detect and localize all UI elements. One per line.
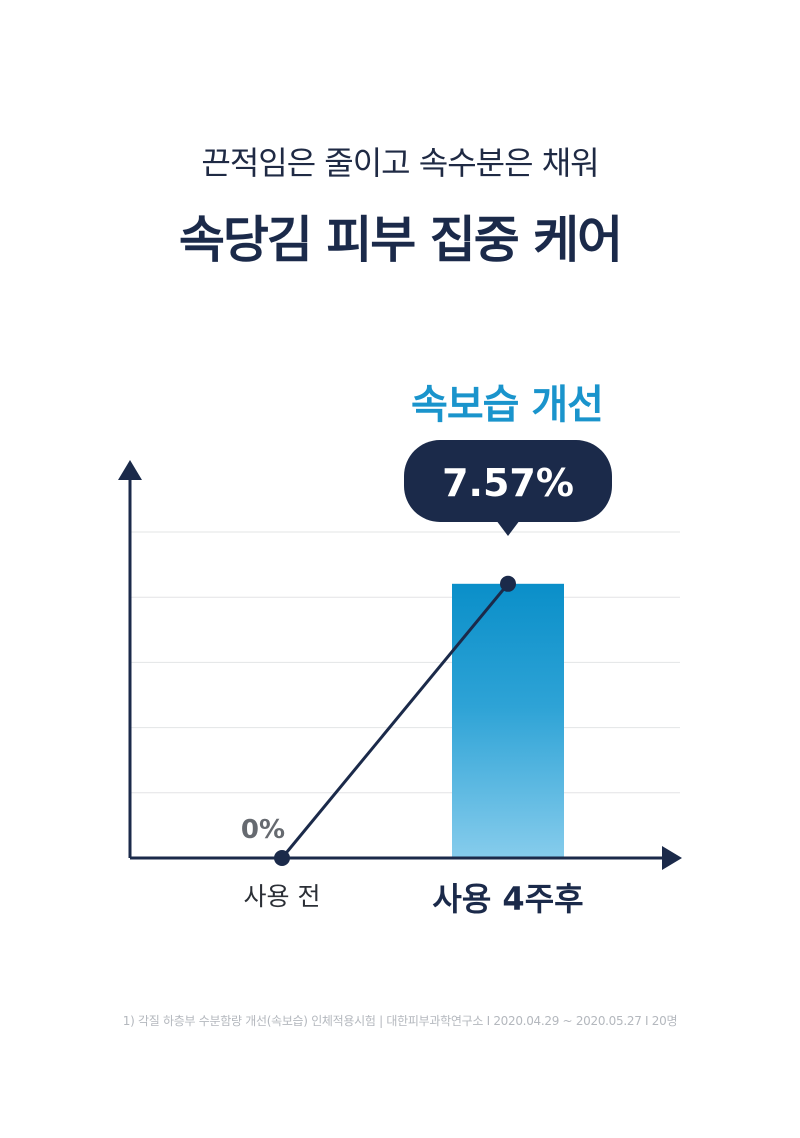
data-point-1	[274, 850, 290, 866]
page-subtitle: 끈적임은 줄이고 속수분은 채워	[201, 144, 599, 182]
series-line	[280, 582, 510, 859]
x-axis-arrow-icon	[662, 846, 682, 870]
x-tick-label: 사용 전	[244, 882, 321, 911]
y-axis-arrow-icon	[118, 460, 142, 480]
data-label: 7.57%	[442, 461, 574, 505]
x-tick-label: 사용 4주후	[432, 880, 583, 918]
data-label: 0%	[241, 815, 285, 845]
callout-bubble	[404, 440, 612, 522]
footnote: 1) 각질 하층부 수분함량 개선(속보습) 인체적용시험 | 대한피부과학연구…	[122, 1014, 678, 1028]
chart-title: 속보습 개선	[411, 382, 603, 428]
callout-pointer	[496, 520, 520, 536]
bar-2	[452, 583, 564, 858]
page-title: 속당김 피부 집중 케어	[178, 211, 623, 269]
data-point-2	[500, 575, 516, 592]
